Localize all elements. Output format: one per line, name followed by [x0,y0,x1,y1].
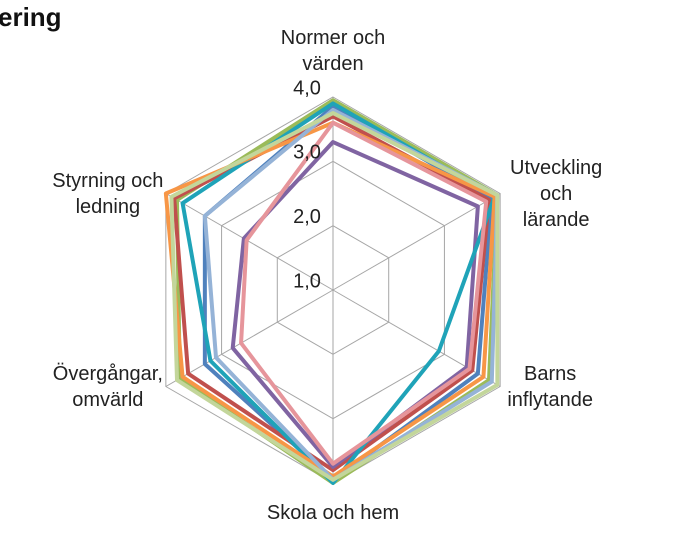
category-label: Övergångar, omvärld [52,362,163,411]
tick-label: 4,0 [293,77,321,99]
series-line [230,140,480,469]
category-label: Styrning och ledning [52,169,164,218]
tick-label: 3,0 [293,142,321,164]
category-label: Normer och värden [280,27,386,75]
category-label: Skola och hem [266,502,400,524]
series-line [163,120,497,479]
tick-label: 2,0 [293,206,321,228]
series-line [239,120,489,466]
category-label: Barns inflytande [507,362,593,411]
axis-spoke [332,193,501,291]
category-label: Utveckling och lärande [510,156,603,231]
series-line [169,111,500,482]
series-line [172,114,492,473]
axis-spoke [165,193,334,291]
chart-title: ering [0,2,62,32]
axis-spoke [165,289,334,387]
series-line [174,98,500,485]
tick-label: 1,0 [293,270,321,292]
